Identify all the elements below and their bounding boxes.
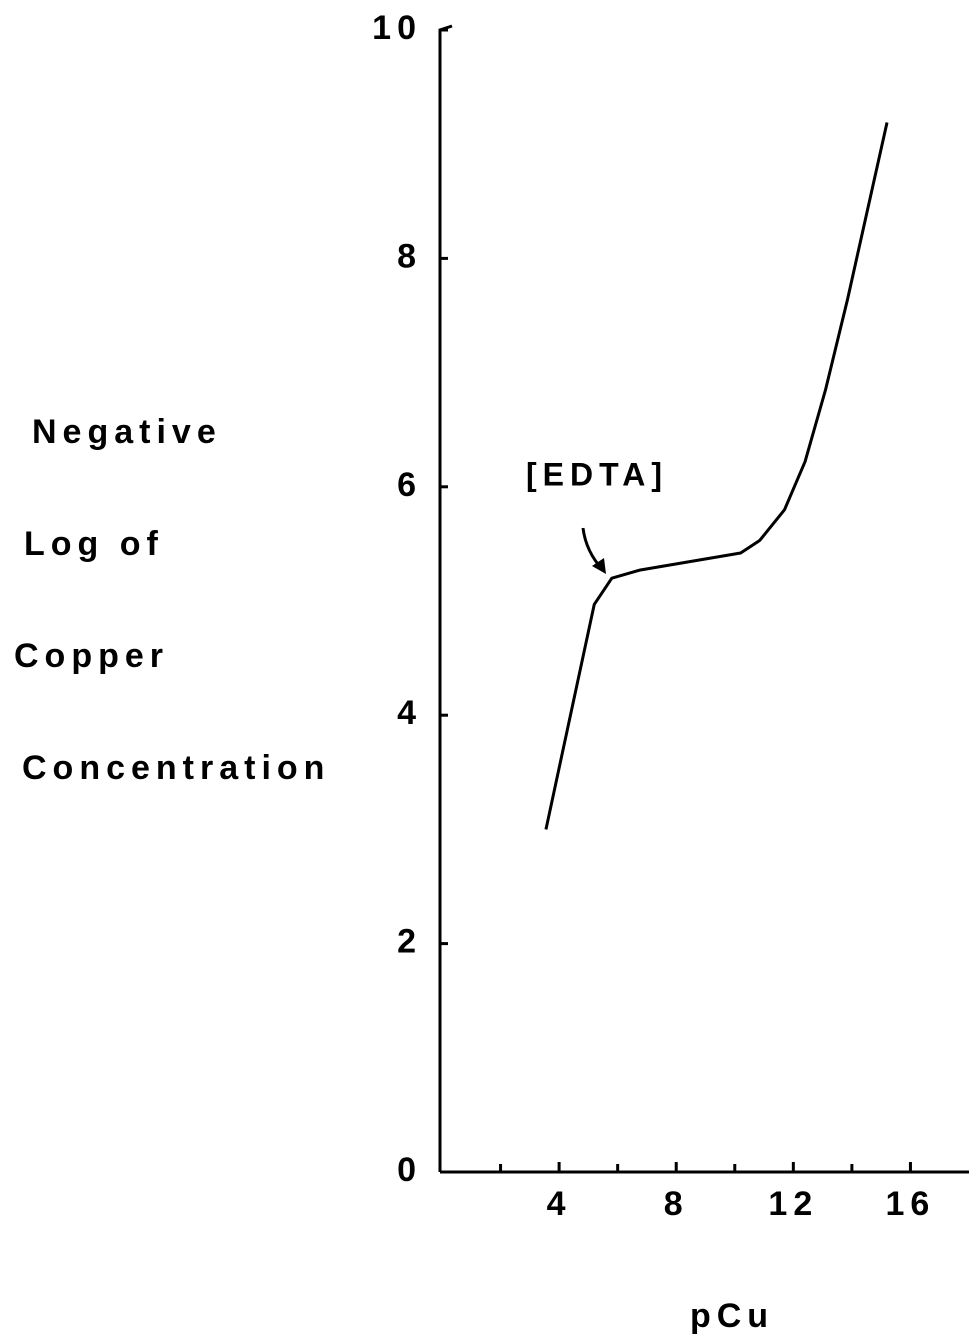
- y-tick-label: 8: [397, 237, 422, 275]
- y-axis-label: Log of: [24, 525, 164, 563]
- x-tick-label: 8: [664, 1185, 689, 1223]
- y-tick-label: 0: [397, 1151, 422, 1189]
- annotation: [EDTA]: [526, 456, 668, 492]
- x-tick-label: 4: [547, 1185, 572, 1223]
- y-axis-label: Concentration: [22, 749, 330, 787]
- y-tick-label: 6: [397, 466, 422, 504]
- y-tick-label: 2: [397, 923, 422, 961]
- x-axis-label: pCu: [690, 1297, 774, 1335]
- x-tick-label: 16: [886, 1185, 936, 1223]
- y-axis: [438, 24, 453, 1172]
- annotation-arrowhead: [592, 558, 606, 574]
- y-tick-label: 10: [372, 9, 422, 47]
- y-axis-label: Copper: [14, 637, 169, 675]
- x-tick-label: 12: [768, 1185, 818, 1223]
- y-axis-label: Negative: [32, 413, 222, 451]
- y-tick-label: 4: [397, 694, 422, 732]
- data-line: [544, 122, 889, 830]
